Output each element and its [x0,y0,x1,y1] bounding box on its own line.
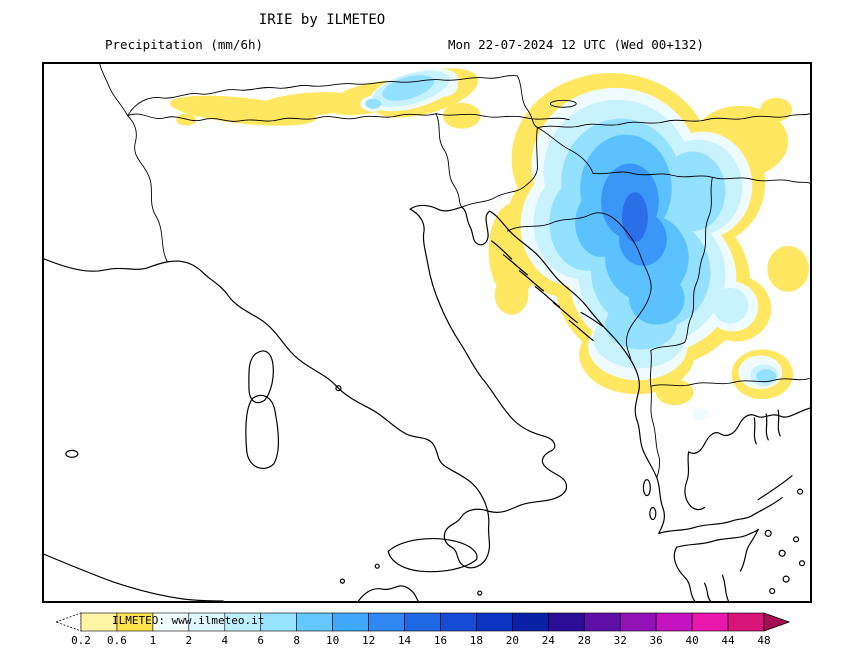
colorbar-tick: 1 [149,634,157,647]
colorbar-tick: 18 [469,634,484,647]
colorbar-tick: 16 [433,634,448,647]
page-title: IRIE by ILMETEO [258,12,386,28]
colorbar-segment [512,612,549,632]
colorbar-tick: 4 [221,634,229,647]
colorbar-tick: 24 [541,634,555,647]
precip-layer-deep-blue [621,192,648,243]
colorbar-tick: 6 [257,634,265,647]
colorbar-segment [655,612,693,632]
colorbar-tick: 8 [293,634,300,647]
map-svg [44,64,810,601]
validity-label: Mon 22-07-2024 12 UTC (Wed 00+132) [448,37,704,52]
product-label: Precipitation (mm/6h) [105,37,264,52]
colorbar-tick: 36 [649,634,663,647]
colorbar-segment [332,612,369,632]
colorbar-segment [368,612,405,632]
colorbar-tick: 28 [577,634,591,647]
colorbar-tick: 0.6 [107,634,127,647]
colorbar-tick: 44 [721,634,735,647]
colorbar-segment [691,612,729,632]
colorbar-segment [440,612,477,632]
colorbar-tick: 32 [613,634,627,647]
colorbar-tick: 12 [361,634,376,647]
colorbar-tick: 14 [397,634,412,647]
colorbar-segment [619,612,657,632]
colorbar-segment [260,612,297,632]
colorbar-tick-labels: 0.2 0.6 1 2 4 6 8 10 12 14 16 18 20 24 28 32 36 40 44 48 [55,634,795,648]
colorbar-segment [296,612,333,632]
colorbar-tick: 40 [685,634,699,647]
colorbar-tick: 20 [505,634,519,647]
colorbar-segment [548,612,585,632]
colorbar-segment [727,612,765,632]
colorbar-segment [404,612,441,632]
colorbar-tick: 0.2 [71,634,91,647]
colorbar [54,612,791,632]
colorbar-right-tip [763,612,791,632]
colorbar-tick: 48 [757,634,771,647]
colorbar-watermark: ILMETEO: www.ilmeteo.it [112,614,265,627]
map-frame [42,62,812,603]
colorbar-segment [583,612,621,632]
country-borders [99,64,810,479]
colorbar-tick: 10 [326,634,340,647]
colorbar-left-tip [54,612,82,632]
colorbar-tick: 2 [185,634,193,647]
colorbar-segment [476,612,513,632]
coastlines [44,204,810,601]
colorbar-svg [54,612,791,632]
